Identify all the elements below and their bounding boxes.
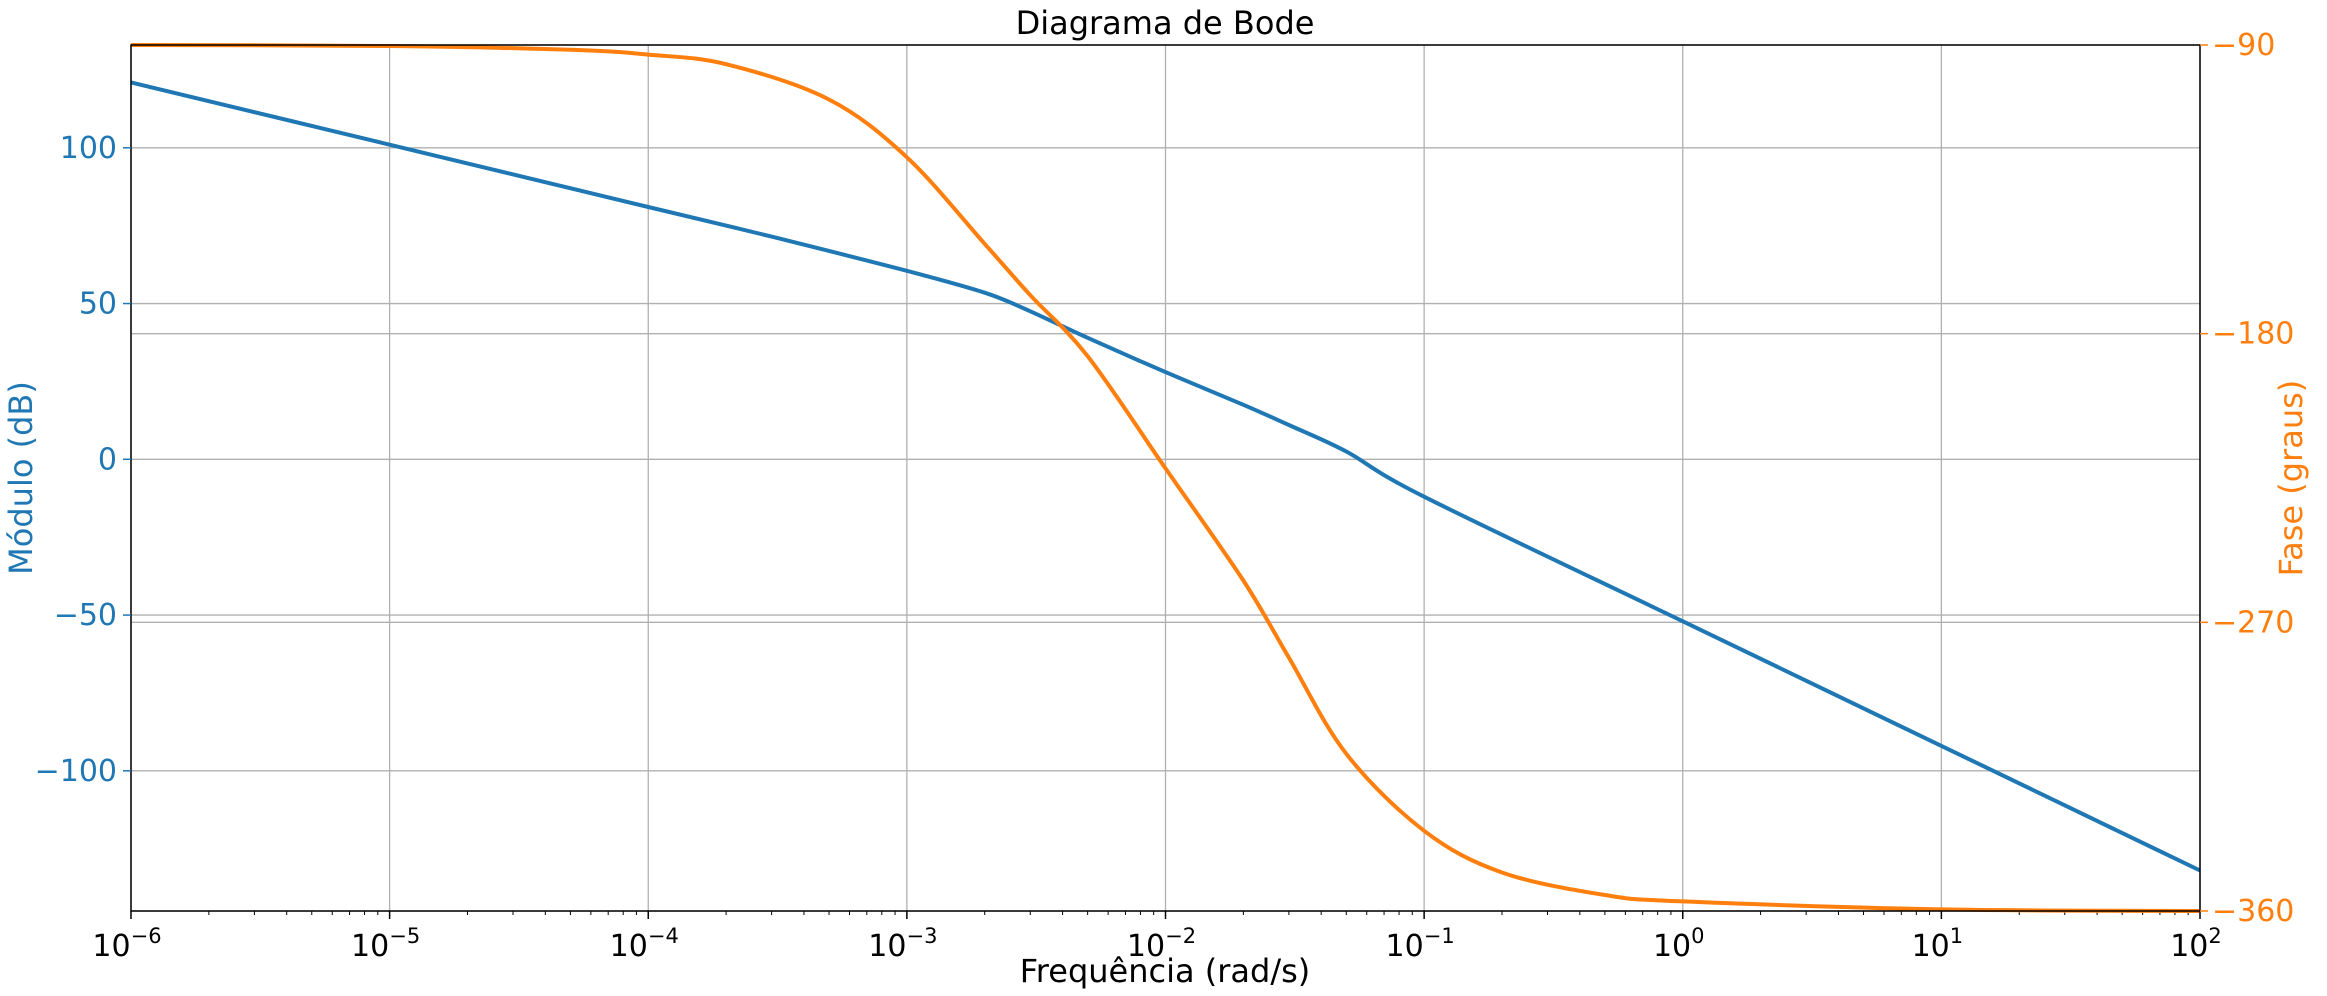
series-lines (130, 43, 2201, 913)
axis-ticks: 10−6 10−5 10−4 10−3 10−2 10−1 100 101 102100500−… (35, 28, 2295, 964)
x-tick-base: 10 (610, 929, 648, 964)
x-tick-exponent: −5 (389, 924, 420, 948)
x-tick-exponent: −6 (131, 924, 162, 948)
magnitude-line (130, 80, 2201, 873)
x-tick-base: 10 (1127, 929, 1165, 964)
phase-line (130, 43, 2201, 913)
y-right-tick-label: −360 (2212, 894, 2294, 929)
x-tick-exponent: 1 (1950, 924, 1963, 948)
x-tick-base: 10 (868, 929, 906, 964)
chart-title: Diagrama de Bode (1016, 4, 1315, 42)
y-left-tick-label: 50 (79, 287, 117, 322)
x-tick-base: 10 (92, 929, 130, 964)
y-left-tick-label: 0 (98, 442, 117, 477)
y-left-tick-label: −50 (54, 598, 117, 633)
x-tick-label: 101 (1912, 924, 1964, 964)
x-tick-base: 10 (351, 929, 389, 964)
y-axis-left-label: Módulo (dB) (2, 381, 40, 575)
y-right-tick-label: −270 (2212, 605, 2294, 640)
x-tick-exponent: 2 (2208, 924, 2221, 948)
x-tick-label: 10−3 (868, 924, 937, 964)
y-right-tick-label: −90 (2212, 28, 2275, 63)
x-tick-exponent: 0 (1691, 924, 1704, 948)
x-tick-label: 10−2 (1127, 924, 1196, 964)
y-right-tick-label: −180 (2212, 317, 2294, 352)
y-axis-right-label: Fase (graus) (2272, 380, 2310, 577)
x-tick-exponent: −2 (1165, 924, 1196, 948)
x-axis-label: Frequência (rad/s) (1020, 952, 1311, 990)
x-tick-label: 100 (1653, 924, 1705, 964)
x-tick-base: 10 (1653, 929, 1691, 964)
x-tick-base: 10 (2170, 929, 2208, 964)
y-left-tick-label: −100 (35, 754, 117, 789)
x-tick-label: 10−6 (92, 924, 161, 964)
x-tick-base: 10 (1912, 929, 1950, 964)
y-left-tick-label: 100 (60, 131, 117, 166)
x-tick-label: 102 (2170, 924, 2222, 964)
x-tick-label: 10−1 (1386, 924, 1455, 964)
x-tick-label: 10−5 (351, 924, 420, 964)
x-tick-exponent: −3 (906, 924, 937, 948)
x-tick-exponent: −1 (1424, 924, 1455, 948)
x-tick-label: 10−4 (610, 924, 679, 964)
x-tick-exponent: −4 (648, 924, 679, 948)
x-tick-base: 10 (1386, 929, 1424, 964)
